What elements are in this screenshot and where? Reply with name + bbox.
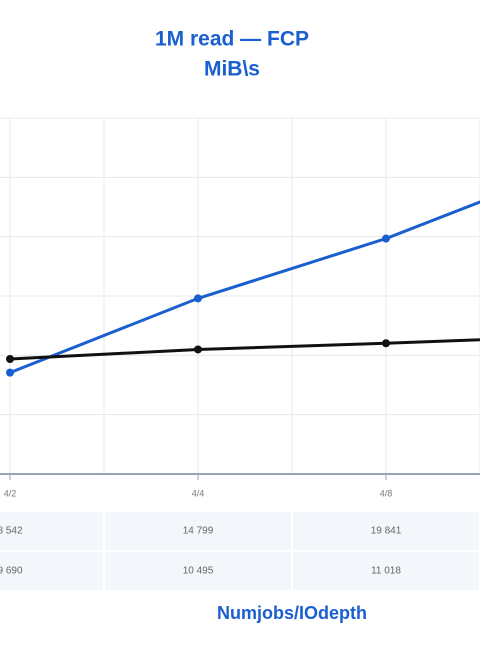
x-tick-label: 4/2 xyxy=(4,488,17,498)
x-tick-label: 4/8 xyxy=(380,488,393,498)
data-point xyxy=(382,339,390,348)
table-value: 11 018 xyxy=(371,566,401,577)
chart-subtitle: MiB\s xyxy=(204,58,260,81)
x-axis-label: Numjobs/IOdepth xyxy=(217,603,367,623)
table-cell-bg xyxy=(293,552,479,590)
table-value: 8 542 xyxy=(0,526,23,537)
series-line xyxy=(9,200,480,375)
table-cell-bg xyxy=(293,512,479,550)
chart-title: 1M read — FCP xyxy=(155,28,309,51)
table-cell-bg xyxy=(0,552,103,590)
table-cell-bg xyxy=(105,552,291,590)
data-point xyxy=(382,234,390,243)
data-point xyxy=(194,294,202,303)
table-value: 10 495 xyxy=(183,566,214,577)
data-point xyxy=(6,355,14,364)
data-point xyxy=(6,368,14,377)
table-cell-bg xyxy=(0,512,103,550)
table-value: 14 799 xyxy=(183,526,214,537)
series-line xyxy=(9,338,480,361)
table-value: 9 690 xyxy=(0,566,23,577)
table-value: 19 841 xyxy=(371,526,402,537)
table-cell-bg xyxy=(105,512,291,550)
data-point xyxy=(194,345,202,354)
x-tick-label: 4/4 xyxy=(192,488,205,498)
